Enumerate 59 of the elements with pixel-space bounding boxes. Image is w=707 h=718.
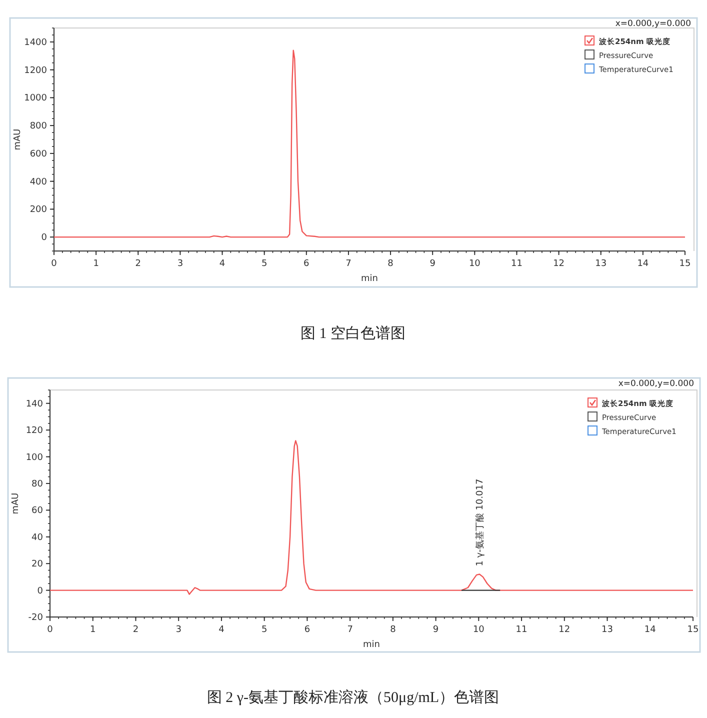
- caption: 图 1 空白色谱图: [300, 325, 406, 342]
- x-tick-label: 7: [347, 625, 353, 635]
- y-tick-label: 40: [32, 532, 44, 543]
- x-tick-label: 8: [390, 625, 396, 635]
- x-tick-label: 11: [511, 259, 522, 269]
- y-tick-label: 100: [26, 452, 44, 463]
- x-tick-label: 14: [644, 625, 656, 635]
- y-tick-label: 60: [32, 506, 44, 516]
- x-tick-label: 1: [93, 259, 99, 269]
- x-tick-label: 1: [90, 625, 96, 635]
- y-tick-label: 120: [26, 426, 44, 436]
- y-tick-label: 800: [30, 122, 48, 132]
- x-tick-label: 9: [430, 259, 436, 269]
- y-tick-label: 200: [30, 205, 48, 216]
- x-tick-label: 14: [637, 259, 649, 269]
- y-tick-label: 400: [30, 177, 48, 188]
- y-tick-label: 1400: [24, 38, 48, 48]
- y-tick-label: 140: [26, 399, 44, 410]
- annotation: x=0.000,y=0.000: [615, 19, 691, 29]
- x-tick-label: 12: [553, 259, 565, 269]
- caption: 图 2 γ-氨基丁酸标准溶液（50μg/mL）色谱图: [206, 689, 500, 706]
- y-tick-label: 1200: [24, 66, 48, 76]
- x-tick-label: 10: [472, 625, 485, 635]
- y-axis-title: mAU: [13, 128, 23, 150]
- x-tick-label: 3: [177, 259, 184, 269]
- line-series: [53, 50, 686, 238]
- y-axis-title: mAU: [11, 492, 21, 514]
- x-tick-label: 12: [558, 625, 570, 635]
- x-tick-label: 4: [219, 259, 226, 269]
- y-tick-label: -20: [28, 613, 44, 623]
- y-tick-label: 0: [41, 233, 48, 244]
- y-tick-label: 80: [32, 479, 44, 490]
- x-tick-label: 0: [51, 259, 58, 269]
- x-tick-label: 7: [346, 259, 352, 269]
- y-tick-label: 600: [30, 149, 48, 160]
- x-tick-label: 4: [218, 625, 225, 635]
- x-tick-label: 6: [304, 259, 310, 269]
- x-tick-label: 15: [679, 259, 691, 269]
- x-tick-label: 9: [432, 625, 439, 635]
- x-tick-label: 2: [135, 259, 141, 269]
- annotation: 1 γ-氨基丁酸 10.017: [474, 478, 486, 566]
- y-tick-label: 1000: [24, 94, 48, 104]
- line-series: [49, 440, 694, 595]
- x-tick-label: 6: [304, 625, 310, 635]
- x-tick-label: 5: [261, 259, 268, 269]
- x-axis-title: min: [363, 640, 380, 650]
- y-tick-label: 20: [32, 560, 44, 570]
- x-tick-label: 8: [388, 259, 394, 269]
- x-tick-label: 13: [602, 625, 613, 635]
- text: x=0.000,y=0.000: [618, 379, 694, 389]
- x-tick-label: 3: [176, 625, 182, 635]
- x-tick-label: 2: [132, 625, 139, 635]
- x-tick-label: 5: [261, 625, 268, 635]
- x-tick-label: 11: [516, 625, 528, 635]
- x-tick-label: 13: [595, 259, 607, 269]
- x-tick-label: 15: [687, 625, 699, 635]
- x-tick-label: 10: [468, 259, 481, 269]
- x-axis-title: min: [361, 274, 378, 284]
- y-tick-label: 0: [37, 586, 44, 596]
